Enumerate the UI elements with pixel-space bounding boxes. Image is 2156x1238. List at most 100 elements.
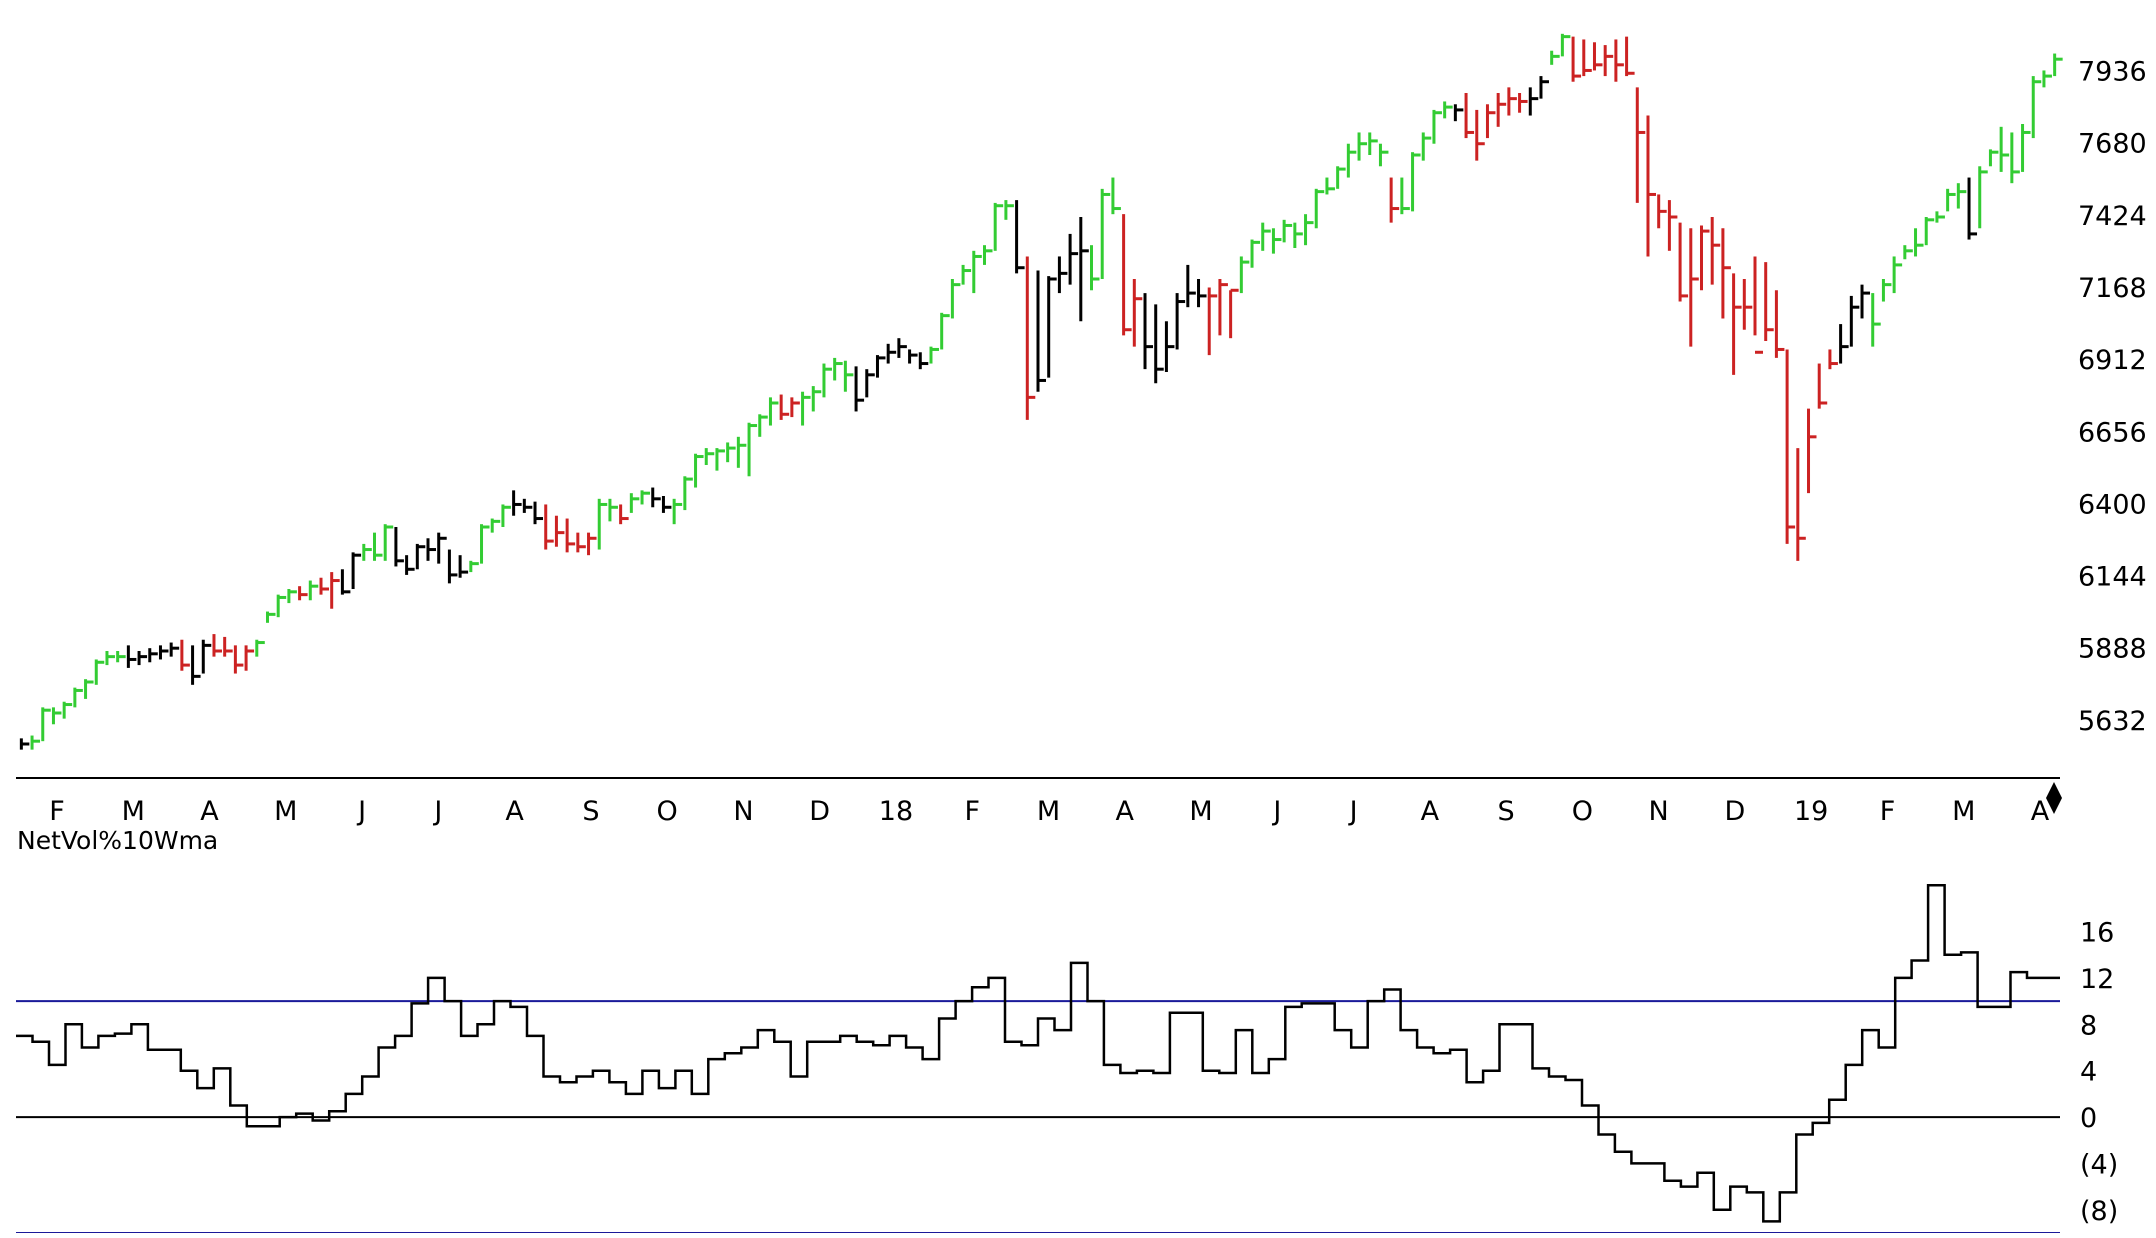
ohlc-bar: [1432, 109, 1442, 144]
ohlc-bar: [1421, 132, 1432, 161]
ohlc-bar: [469, 560, 479, 573]
ohlc-bar: [1079, 217, 1089, 322]
ohlc-bar: [501, 504, 511, 527]
indicator-tick-label: 12: [2080, 964, 2114, 995]
ohlc-bar: [790, 397, 800, 418]
ohlc-bar: [1860, 284, 1871, 319]
ohlc-bar: [1047, 276, 1057, 378]
ohlc-bar: [779, 394, 790, 420]
ohlc-bar: [1154, 304, 1164, 384]
ohlc-bar: [672, 498, 683, 525]
ohlc-bar: [1400, 177, 1410, 215]
month-tick-label: 18: [879, 796, 913, 827]
ohlc-bar: [801, 391, 811, 426]
ohlc-bar: [683, 476, 693, 511]
ohlc-bar: [1785, 349, 1796, 544]
ohlc-bar: [1496, 93, 1507, 127]
ohlc-bar: [950, 279, 961, 319]
ohlc-bar: [2042, 70, 2052, 88]
ohlc-bar: [1657, 194, 1667, 229]
ohlc-bar: [747, 422, 758, 477]
ohlc-bar: [1625, 36, 1635, 77]
ohlc-bar: [1271, 228, 1282, 254]
month-tick-label: D: [809, 796, 830, 827]
ohlc-bar: [148, 648, 158, 663]
indicator-tick-label: 8: [2080, 1010, 2097, 1041]
ohlc-bar: [94, 659, 105, 685]
ohlc-bar: [1796, 448, 1806, 561]
month-tick-label: A: [1116, 796, 1135, 827]
ohlc-bar: [1699, 225, 1710, 291]
month-tick-label: F: [1880, 796, 1896, 827]
ohlc-bar: [726, 442, 736, 463]
ohlc-bar: [544, 504, 554, 550]
ohlc-bar: [886, 343, 897, 364]
ohlc-bar: [651, 487, 661, 508]
ohlc-bar: [116, 651, 126, 663]
ohlc-bar: [137, 651, 148, 666]
month-tick-label: A: [200, 796, 219, 827]
ohlc-bar: [1550, 50, 1560, 65]
ohlc-bar: [1560, 33, 1571, 57]
ohlc-bar: [1057, 256, 1068, 294]
indicator-tick-label: 16: [2080, 918, 2114, 949]
ohlc-bar: [2053, 53, 2063, 77]
ohlc-bar: [1592, 42, 1603, 71]
ohlc-bar: [554, 515, 565, 547]
ohlc-bar: [608, 498, 618, 522]
month-tick-label: O: [657, 796, 678, 827]
ohlc-bar: [918, 352, 929, 370]
ohlc-bar: [437, 532, 447, 564]
ohlc-bar: [1485, 104, 1496, 139]
month-tick-label: A: [1421, 796, 1440, 827]
ohlc-bar: [30, 735, 41, 750]
month-tick-label: A: [505, 796, 524, 827]
ohlc-bar: [1667, 200, 1678, 251]
ohlc-bar: [1635, 87, 1646, 203]
ohlc-bar: [490, 518, 501, 533]
ohlc-bar: [1197, 279, 1207, 308]
ohlc-bar: [1817, 363, 1828, 409]
ohlc-bar: [73, 687, 83, 708]
ohlc-bar: [822, 363, 832, 398]
indicator-line: [16, 883, 2060, 1223]
ohlc-bar: [1978, 166, 1988, 229]
ohlc-bar: [1090, 245, 1100, 291]
indicator-tick-label: 0: [2080, 1103, 2097, 1134]
ohlc-bar: [1186, 264, 1196, 308]
ohlc-bar: [1935, 211, 1945, 223]
time-x-axis: F M A M J J A S O N D 18 F M A M J J A S O N D 19 F M A: [49, 782, 2062, 827]
ohlc-bar: [929, 346, 939, 364]
ohlc-bar: [587, 532, 597, 556]
ohlc-bar: [715, 448, 725, 471]
ohlc-bar: [1122, 214, 1132, 336]
month-tick-label: M: [122, 796, 145, 827]
ohlc-bar: [330, 572, 340, 609]
ohlc-bar: [1839, 324, 1849, 364]
ohlc-bar: [961, 264, 972, 285]
ohlc-bar: [736, 436, 747, 468]
ohlc-bar: [41, 707, 51, 742]
month-tick-label: M: [274, 796, 297, 827]
ohlc-bar: [1282, 219, 1293, 243]
ohlc-bar: [1261, 222, 1271, 251]
ohlc-bar: [1571, 36, 1582, 82]
ohlc-bar: [1881, 279, 1892, 302]
ohlc-bar: [576, 532, 586, 553]
month-tick-label: S: [1498, 796, 1515, 827]
month-tick-label: A: [2031, 796, 2050, 827]
ohlc-bar: [2031, 76, 2042, 139]
ohlc-bar: [1378, 143, 1389, 167]
ohlc-bar: [1132, 279, 1143, 347]
indicator-title: NetVol%10Wma: [17, 826, 218, 855]
ohlc-bar: [255, 639, 265, 657]
ohlc-bar: [405, 555, 415, 575]
ohlc-bar: [362, 543, 372, 561]
ohlc-bar: [972, 250, 982, 294]
ohlc-bar: [865, 369, 875, 398]
ohlc-bar: [1871, 293, 1881, 347]
ohlc-bar: [298, 586, 308, 601]
ohlc-bar: [158, 645, 169, 660]
